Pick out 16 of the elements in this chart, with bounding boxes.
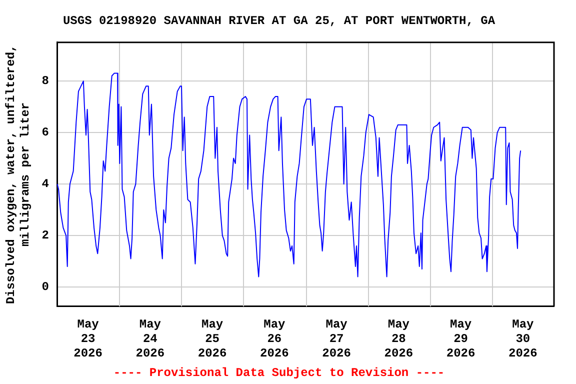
x-tick-label: May 24 2026	[136, 318, 165, 360]
x-tick-label: May 30 2026	[508, 318, 538, 360]
x-tick-label: May 28 2026	[384, 318, 414, 360]
y-axis-title: Dissolved oxygen, water, unfiltered, milligrams per liter	[4, 44, 33, 304]
x-tick-label: May 29 2026	[446, 318, 476, 360]
x-tick-label: May 23 2026	[74, 318, 102, 360]
x-tick-label: May 26 2026	[260, 318, 289, 360]
text: ---- Provisional Data Subject to Revision ----	[113, 366, 445, 380]
y-tick-label: 4	[42, 177, 49, 192]
y-tick-label: 8	[42, 74, 49, 88]
x-tick-label: May 25 2026	[198, 318, 227, 360]
x-tick-label: May 27 2026	[322, 318, 351, 360]
chart-title: USGS 02198920 SAVANNAH RIVER AT GA 25, AT PORT WENTWORTH, GA	[62, 14, 496, 28]
y-tick-label: 0	[42, 280, 49, 294]
y-tick-label: 6	[42, 126, 49, 140]
y-tick-label: 2	[42, 228, 49, 243]
